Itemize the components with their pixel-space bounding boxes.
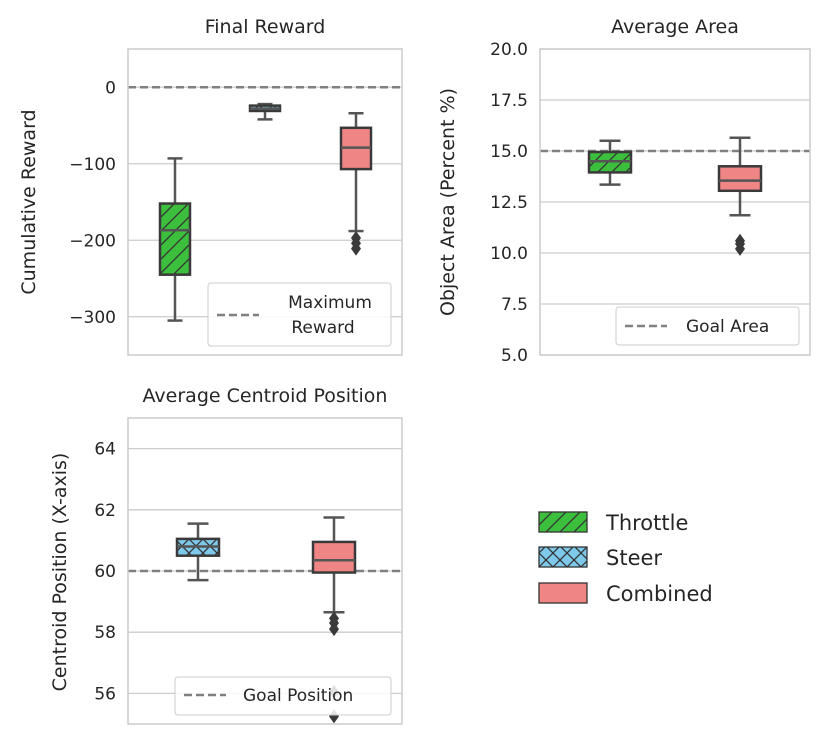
y-tick-labels: 56 58 60 62 64 [94, 440, 116, 705]
legend-label-line-1: Maximum [288, 293, 372, 313]
legend-frame [174, 676, 392, 716]
subplot-title: Final Reward [205, 16, 326, 38]
boxes [587, 136, 763, 256]
y-tick-label: 12.5 [490, 193, 528, 213]
y-tick-label: 7.5 [501, 295, 528, 315]
y-tick-labels: 0 −100 −200 −300 [69, 78, 116, 328]
outlier-marker [735, 233, 745, 248]
plot-frame [539, 48, 811, 356]
legend-item-steer: Steer [538, 546, 662, 570]
y-axis-label: Centroid Position (X-axis) [49, 453, 71, 692]
series-legend: Throttle Steer Combined [538, 511, 713, 606]
box-combined [719, 166, 761, 191]
y-tick-label: 0 [105, 78, 116, 98]
y-tick-label: 56 [94, 684, 116, 704]
y-tick-label: 15.0 [490, 142, 528, 162]
legend-swatch-hatch-diagonal [539, 512, 587, 532]
y-axis-label: Cumulative Reward [18, 109, 40, 294]
box-combined [313, 541, 355, 573]
box-outline [311, 540, 357, 574]
box-outline [158, 202, 192, 276]
y-tick-label: 62 [94, 501, 116, 521]
outlier-marker [329, 611, 339, 626]
legend-label: Goal Position [243, 686, 353, 706]
y-axis-label: Object Area (Percent %) [437, 88, 459, 316]
y-tick-label: 20.0 [490, 40, 528, 60]
legend-label: Goal Area [686, 317, 769, 337]
box-outline [717, 165, 763, 193]
boxes [158, 102, 373, 322]
legend-swatch-combined [538, 582, 588, 604]
legend-label-steer: Steer [606, 546, 662, 570]
box-hatch [160, 203, 190, 275]
legend-swatch-hatch-cross [539, 547, 587, 567]
legend-frame [207, 282, 392, 347]
y-tick-label: 60 [94, 562, 116, 582]
y-tick-label: 5.0 [501, 346, 528, 366]
reference-legend: Goal Area [615, 306, 800, 346]
y-tick-label: 64 [94, 440, 116, 460]
subplot-final-reward: 0 −100 −200 −300 Final Reward Cumulative Re… [18, 16, 403, 356]
legend-item-throttle: Throttle [538, 511, 688, 535]
reference-legend: Goal Position [174, 676, 392, 716]
legend-label-combined: Combined [606, 582, 713, 606]
y-tick-label: −100 [69, 155, 116, 175]
legend-item-combined: Combined [538, 582, 713, 606]
subplot-title: Average Area [611, 16, 739, 38]
legend-label-line-2: Reward [291, 318, 354, 338]
boxes [175, 516, 357, 724]
y-tick-label: 10.0 [490, 244, 528, 264]
y-tick-label: 17.5 [490, 91, 528, 111]
reference-legend: Maximum Reward [207, 282, 392, 347]
plot-frame [127, 417, 403, 725]
outlier-marker [351, 241, 361, 256]
y-tick-label: −300 [69, 308, 116, 328]
plot-frame [127, 48, 403, 356]
legend-label-throttle: Throttle [605, 511, 688, 535]
y-tick-labels: 5.0 7.5 10.0 12.5 15.0 17.5 20.0 [490, 40, 528, 366]
grid-lines [128, 86, 402, 318]
y-tick-label: −200 [69, 231, 116, 251]
y-tick-label: 58 [94, 623, 116, 643]
legend-frame [615, 306, 800, 346]
subplot-average-area: 5.07.510.012.515.017.520.0 Average Area … [437, 16, 811, 366]
subplot-title: Average Centroid Position [143, 385, 388, 407]
subplot-average-centroid-position: 56 58 60 62 64 Average Centroid Position Cen… [49, 385, 403, 725]
